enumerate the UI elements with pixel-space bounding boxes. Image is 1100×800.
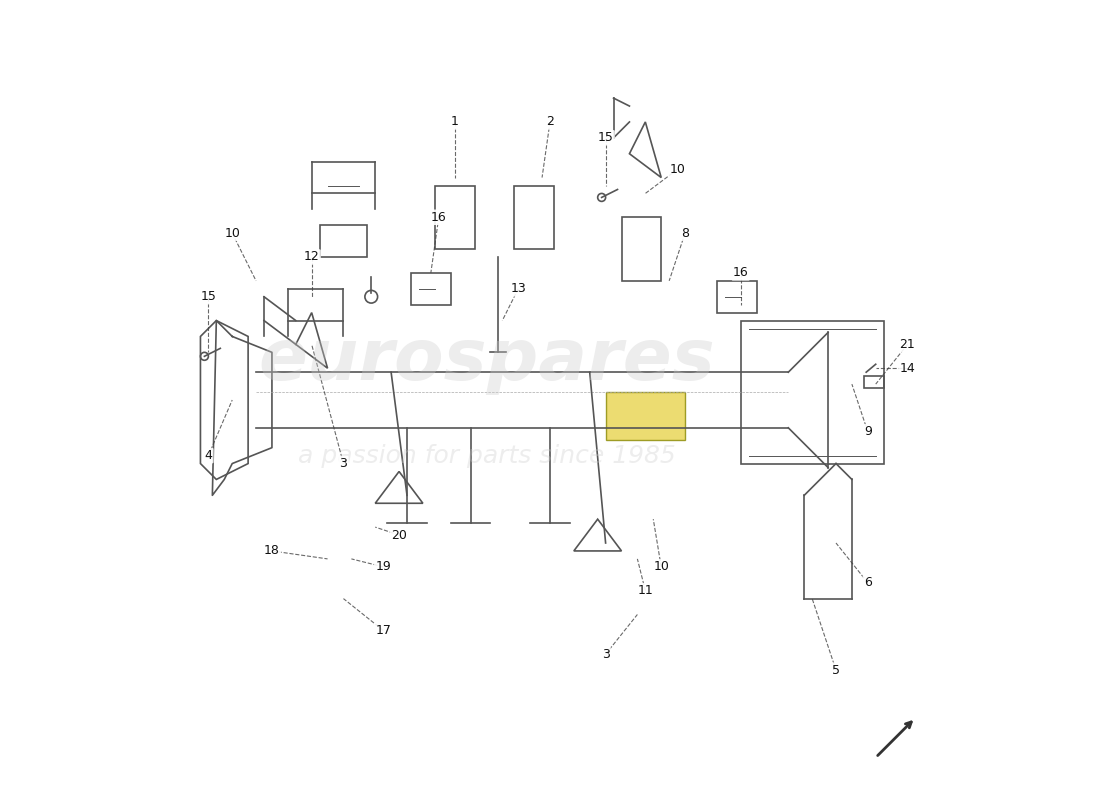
Bar: [606, 392, 685, 440]
Text: 1: 1: [451, 115, 459, 129]
Bar: [411, 273, 451, 305]
Text: 20: 20: [392, 529, 407, 542]
Text: 4: 4: [205, 449, 212, 462]
Text: 10: 10: [224, 226, 240, 240]
Text: 6: 6: [864, 576, 871, 590]
Bar: [320, 226, 367, 257]
Text: 5: 5: [832, 664, 840, 677]
Text: 17: 17: [375, 624, 392, 637]
Text: 12: 12: [304, 250, 319, 263]
Text: 10: 10: [653, 560, 669, 574]
Text: a passion for parts since 1985: a passion for parts since 1985: [298, 444, 675, 468]
Bar: [740, 321, 883, 463]
Bar: [515, 186, 554, 249]
Text: 11: 11: [638, 584, 653, 597]
Text: 15: 15: [597, 131, 614, 144]
Text: 15: 15: [200, 290, 217, 303]
Text: 9: 9: [864, 426, 871, 438]
Text: eurospares: eurospares: [258, 326, 715, 394]
Text: 3: 3: [602, 648, 609, 661]
Bar: [621, 218, 661, 281]
Text: 10: 10: [669, 163, 685, 176]
Bar: [434, 186, 474, 249]
Text: 2: 2: [546, 115, 554, 129]
Text: 16: 16: [431, 210, 447, 224]
Text: 8: 8: [681, 226, 689, 240]
Bar: [717, 281, 757, 313]
Text: 3: 3: [340, 457, 348, 470]
Text: 14: 14: [900, 362, 915, 374]
Text: 19: 19: [375, 560, 390, 574]
Text: 16: 16: [733, 266, 748, 279]
Text: 21: 21: [900, 338, 915, 351]
Bar: [864, 376, 883, 388]
Text: 13: 13: [510, 282, 526, 295]
Text: 18: 18: [264, 545, 279, 558]
